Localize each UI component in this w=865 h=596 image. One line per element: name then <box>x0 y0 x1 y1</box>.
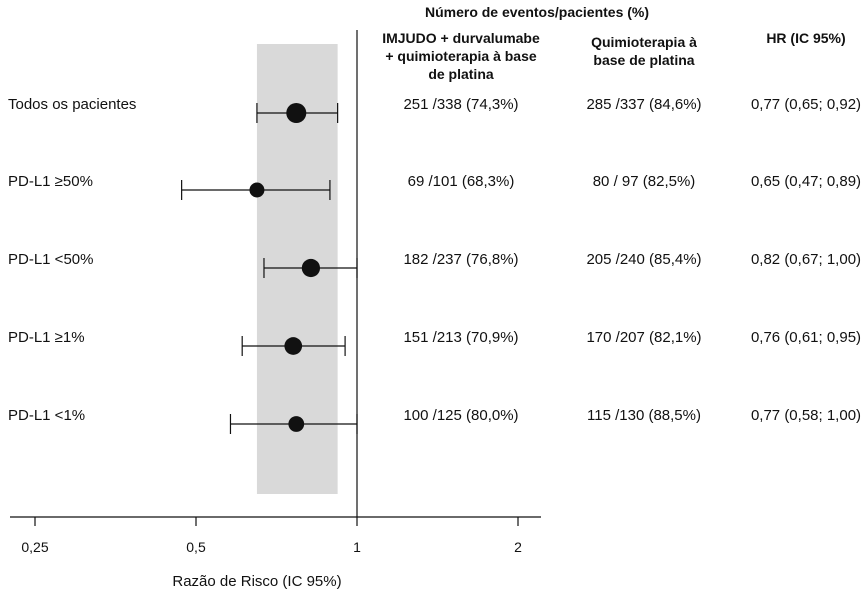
column-header-3: HR (IC 95%) <box>766 30 845 46</box>
x-tick-label: 2 <box>514 539 522 555</box>
events-immuno: 251 /338 (74,3%) <box>403 96 518 113</box>
point-estimate <box>301 258 321 278</box>
column-header-line: IMJUDO + durvalumabe <box>382 30 540 46</box>
events-chemo: 205 /240 (85,4%) <box>586 251 701 268</box>
events-immuno: 100 /125 (80,0%) <box>403 407 518 424</box>
events-immuno: 182 /237 (76,8%) <box>403 251 518 268</box>
column-header-2: Quimioterapia à base de platina <box>591 34 697 68</box>
x-tick-label: 0,25 <box>21 539 48 555</box>
point-estimate <box>249 182 265 198</box>
row-label: PD-L1 <50% <box>8 251 93 268</box>
column-header-1: IMJUDO + durvalumabe + quimioterapia à ba… <box>382 30 540 82</box>
hazard-ratio: 0,76 (0,61; 0,95) <box>751 329 861 346</box>
events-chemo: 115 /130 (88,5%) <box>587 407 701 424</box>
column-header-line: + quimioterapia à base <box>385 48 537 64</box>
x-tick-label: 0,5 <box>186 539 206 555</box>
point-estimate <box>288 416 305 432</box>
column-header-line: Quimioterapia à <box>591 34 697 50</box>
column-header-line: HR (IC 95%) <box>766 30 845 46</box>
x-axis-title: Razão de Risco (IC 95%) <box>172 573 341 590</box>
events-immuno: 151 /213 (70,9%) <box>403 329 518 346</box>
hazard-ratio: 0,77 (0,58; 1,00) <box>751 407 861 424</box>
events-chemo: 80 / 97 (82,5%) <box>593 173 696 190</box>
row-label: PD-L1 <1% <box>8 407 85 424</box>
row-label: Todos os pacientes <box>8 96 136 113</box>
events-chemo: 285 /337 (84,6%) <box>586 96 701 113</box>
events-header: Número de eventos/pacientes (%) <box>425 4 649 20</box>
column-header-line: de platina <box>428 66 494 82</box>
column-header-line: base de platina <box>593 52 694 68</box>
hazard-ratio: 0,82 (0,67; 1,00) <box>751 251 861 268</box>
hazard-ratio: 0,77 (0,65; 0,92) <box>751 96 861 113</box>
point-estimate <box>284 337 303 355</box>
events-chemo: 170 /207 (82,1%) <box>586 329 701 346</box>
events-immuno: 69 /101 (68,3%) <box>408 173 515 190</box>
row-label: PD-L1 ≥1% <box>8 329 85 346</box>
row-label: PD-L1 ≥50% <box>8 173 93 190</box>
x-tick-label: 1 <box>353 539 361 555</box>
point-estimate <box>286 103 307 123</box>
hazard-ratio: 0,65 (0,47; 0,89) <box>751 173 861 190</box>
